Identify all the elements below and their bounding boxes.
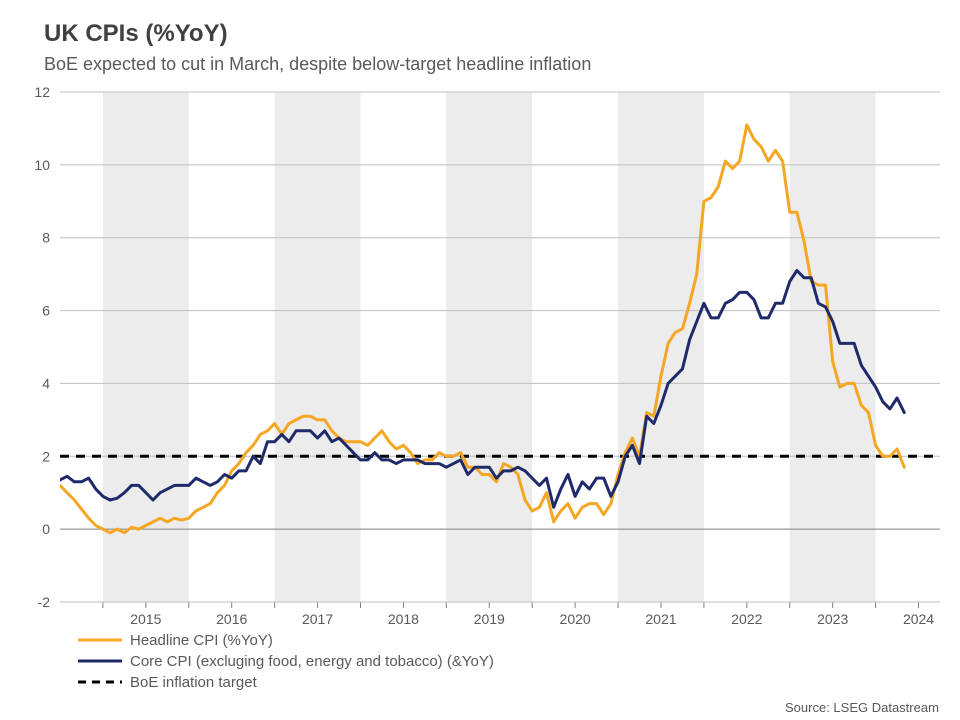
legend-label: BoE inflation target: [130, 674, 258, 691]
x-tick-label: 2024: [903, 611, 934, 627]
x-tick-label: 2022: [731, 611, 762, 627]
year-shade: [618, 92, 704, 602]
x-tick-label: 2023: [817, 611, 848, 627]
y-tick-label: 4: [42, 375, 50, 391]
y-tick-label: 8: [42, 230, 50, 246]
x-tick-label: 2020: [560, 611, 591, 627]
x-tick-label: 2019: [474, 611, 505, 627]
y-tick-label: 0: [42, 521, 50, 537]
chart-root: UK CPIs (%YoY) BoE expected to cut in Ma…: [0, 0, 960, 720]
x-tick-label: 2017: [302, 611, 333, 627]
x-tick-label: 2018: [388, 611, 419, 627]
x-tick-label: 2021: [645, 611, 676, 627]
year-shade: [446, 92, 532, 602]
y-tick-label: 2: [42, 448, 50, 464]
year-shade: [275, 92, 361, 602]
x-tick-label: 2016: [216, 611, 247, 627]
y-tick-label: 12: [34, 84, 50, 100]
y-tick-label: 10: [34, 157, 50, 173]
legend-label: Core CPI (excluging food, energy and tob…: [130, 653, 494, 670]
legend-label: Headline CPI (%YoY): [130, 632, 273, 649]
y-tick-label: 6: [42, 303, 50, 319]
x-tick-label: 2015: [130, 611, 161, 627]
y-tick-label: -2: [38, 594, 51, 610]
chart-svg: -2 0 2 4 6 8 10 12 2015 2016 2017 2018 2019 2020 2021 2…: [0, 0, 960, 720]
